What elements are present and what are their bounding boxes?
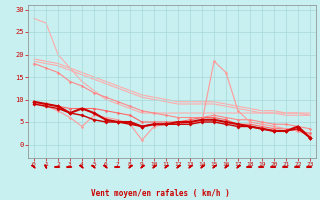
Text: Vent moyen/en rafales ( km/h ): Vent moyen/en rafales ( km/h ) <box>91 189 229 198</box>
